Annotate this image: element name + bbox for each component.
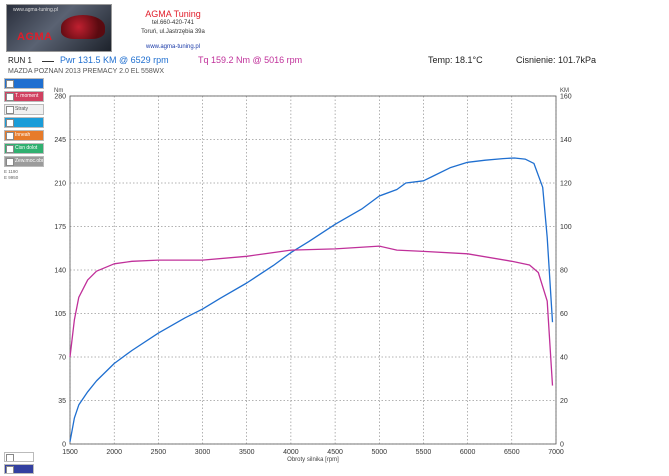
y-right-tick-label: 60 <box>560 311 568 318</box>
x-tick-label: 1500 <box>62 449 78 456</box>
x-tick-label: 4000 <box>283 449 299 456</box>
x-axis-label: Obroty silnika [rpm] <box>287 457 339 463</box>
legend-extra-text: E 9950 <box>4 175 19 180</box>
run-label: RUN 1 <box>8 56 33 65</box>
legend-item[interactable]: Cisn dolot <box>4 143 44 154</box>
company-info: AGMA Tuning tel.660-420-741 Toruń, ul.Ja… <box>118 10 228 52</box>
legend-checkbox[interactable] <box>6 158 14 166</box>
company-phone: tel.660-420-741 <box>151 20 195 26</box>
legend-extra-text: E 1190 <box>4 169 18 174</box>
logo-text: AGMA <box>17 31 53 43</box>
y-right-tick-label: 0 <box>560 442 564 449</box>
x-tick-label: 2500 <box>151 449 167 456</box>
y-left-tick-label: 105 <box>54 311 66 318</box>
legend-item[interactable] <box>4 78 44 89</box>
y-right-tick-label: 20 <box>560 398 568 405</box>
x-tick-label: 6000 <box>460 449 476 456</box>
y-right-tick-label: 160 <box>560 94 572 101</box>
company-name: AGMA Tuning <box>145 9 201 19</box>
x-tick-label: 3500 <box>239 449 255 456</box>
series-line-pwr <box>69 157 554 442</box>
legend-checkbox[interactable] <box>6 466 14 473</box>
legend-item[interactable]: Inneah <box>4 130 44 141</box>
legend-checkbox[interactable] <box>6 106 14 114</box>
x-tick-label: 2000 <box>106 449 122 456</box>
legend-checkbox[interactable] <box>6 80 14 88</box>
x-tick-label: 5500 <box>416 449 432 456</box>
temperature-text: Temp: 18.1°C <box>428 55 483 65</box>
x-tick-label: 3000 <box>195 449 211 456</box>
legend-checkbox[interactable] <box>6 93 14 101</box>
y-right-tick-label: 80 <box>560 268 568 275</box>
power-peak-text: Pwr 131.5 KM @ 6529 rpm <box>60 55 169 65</box>
company-website: www.agma-tuning.pl <box>145 44 201 50</box>
y-left-tick-label: 70 <box>58 355 66 362</box>
car-image-icon <box>61 15 105 39</box>
company-address: Toruń, ul.Jastrzębia 39a <box>141 29 205 35</box>
y-left-unit-label: Nm <box>54 88 63 94</box>
run-summary: RUN 1 Pwr 131.5 KM @ 6529 rpm Tq 159.2 N… <box>8 55 663 68</box>
y-right-tick-label: 100 <box>560 224 572 231</box>
y-left-tick-label: 175 <box>54 224 66 231</box>
pressure-text: Cisnienie: 101.7kPa <box>516 55 597 65</box>
legend-item[interactable]: T. moment obr <box>4 91 44 102</box>
y-right-tick-label: 40 <box>560 355 568 362</box>
series-legend: T. moment obr Straty Inneah Cisn dolot Zew.m… <box>4 78 44 181</box>
y-left-tick-label: 210 <box>54 181 66 188</box>
torque-peak-text: Tq 159.2 Nm @ 5016 rpm <box>198 55 303 65</box>
legend-checkbox[interactable] <box>6 119 14 127</box>
y-right-tick-label: 120 <box>560 181 572 188</box>
legend-checkbox[interactable] <box>6 454 14 461</box>
legend-item[interactable]: Straty <box>4 104 44 115</box>
y-right-unit-label: KM <box>560 88 569 94</box>
x-tick-label: 7000 <box>548 449 564 456</box>
legend-checkbox[interactable] <box>6 132 14 140</box>
y-left-tick-label: 0 <box>62 442 66 449</box>
legend-item[interactable]: Zew.moc.obr <box>4 156 44 167</box>
y-left-tick-label: 35 <box>58 398 66 405</box>
vehicle-description: MAZDA POZNAN 2013 PREMACY 2.0 EL 558WX <box>8 68 165 75</box>
legend-label: Zew.moc.obr <box>15 158 44 164</box>
legend-label: Cisn dolot <box>15 145 38 151</box>
y-left-tick-label: 280 <box>54 94 66 101</box>
run-line-marker <box>42 61 54 62</box>
x-tick-label: 4500 <box>327 449 343 456</box>
legend-item[interactable] <box>4 452 34 462</box>
legend-label: T. moment obr <box>15 93 39 99</box>
company-logo: www.agma-tuning.pl AGMA <box>6 4 112 52</box>
legend-item[interactable] <box>4 117 44 128</box>
y-right-tick-label: 140 <box>560 137 572 144</box>
series-line-tq <box>69 245 554 386</box>
legend-label: Straty <box>15 106 29 112</box>
y-left-tick-label: 245 <box>54 137 66 144</box>
legend-checkbox[interactable] <box>6 145 14 153</box>
logo-url-text: www.agma-tuning.pl <box>13 7 59 13</box>
legend-label: Inneah <box>15 132 31 138</box>
x-tick-label: 5000 <box>371 449 387 456</box>
y-left-tick-label: 140 <box>54 268 66 275</box>
x-tick-label: 6500 <box>504 449 520 456</box>
